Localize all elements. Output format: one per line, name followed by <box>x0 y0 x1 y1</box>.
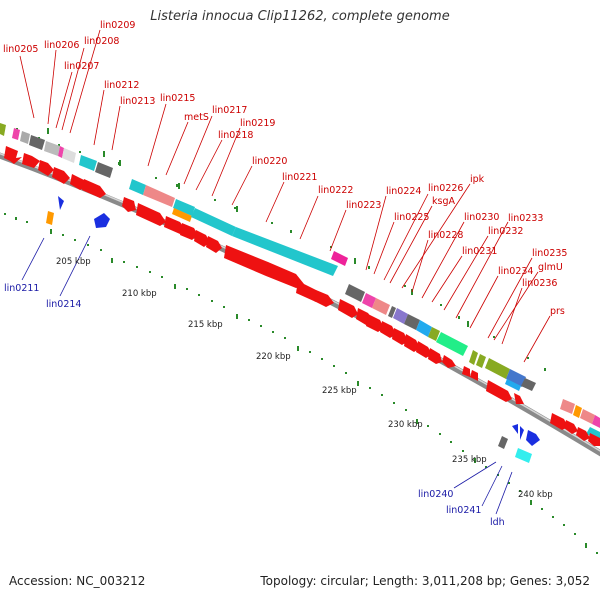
gene-label: lin0232 <box>488 226 523 237</box>
gene-label: lin0223 <box>346 200 381 211</box>
leader-lines-forward <box>19 29 551 363</box>
gene-label: lin0233 <box>508 213 543 224</box>
gene-label: lin0240 <box>418 489 453 500</box>
genome-stats-text: Topology: circular; Length: 3,011,208 bp… <box>260 574 590 588</box>
gene-label: metS <box>184 112 209 123</box>
gene-label: ipk <box>470 174 485 185</box>
gene-label: lin0211 <box>4 283 39 294</box>
labels-forward: lin0205 lin0206 lin0207 lin0208 lin0209 … <box>3 20 567 317</box>
gene-label: lin0241 <box>446 505 481 516</box>
gene-label: lin0221 <box>282 172 317 183</box>
reverse-genes <box>46 196 540 463</box>
forward-genes <box>4 146 600 446</box>
gene-label: prs <box>550 306 565 317</box>
gene-label: lin0214 <box>46 299 81 310</box>
scale-label: 235 kbp <box>452 455 487 465</box>
gene-label: lin0224 <box>386 186 421 197</box>
gene-label: lin0228 <box>428 230 463 241</box>
gene-label: lin0218 <box>218 130 253 141</box>
gene-label: lin0213 <box>120 96 155 107</box>
gene-label: lin0226 <box>428 183 463 194</box>
gene-label: lin0236 <box>522 278 557 289</box>
gene-label: lin0225 <box>394 212 429 223</box>
scale-label: 205 kbp <box>56 257 91 267</box>
cog-track <box>0 123 600 440</box>
gene-label: ldh <box>490 517 505 528</box>
gene-label: lin0235 <box>532 248 567 259</box>
gene-label: lin0207 <box>64 61 99 72</box>
genome-backbone <box>0 152 600 457</box>
labels-reverse: lin0211 lin0214 lin0240 lin0241 ldh <box>4 283 505 528</box>
scale-label: 210 kbp <box>122 289 157 299</box>
gene-label: lin0217 <box>212 105 247 116</box>
leader-lines-reverse <box>21 235 513 515</box>
scale-labels: 205 kbp 210 kbp 215 kbp 220 kbp 225 kbp … <box>56 257 553 500</box>
gene-label: lin0231 <box>462 246 497 257</box>
gene-label: ksgA <box>432 196 455 207</box>
gene-label: lin0219 <box>240 118 275 129</box>
map-title: Listeria innocua Clip11262, complete gen… <box>150 9 450 24</box>
gene-label: lin0230 <box>464 212 499 223</box>
scale-label: 230 kbp <box>388 420 423 430</box>
scale-label: 240 kbp <box>518 490 553 500</box>
gene-label: lin0209 <box>100 20 135 31</box>
gene-label: lin0212 <box>104 80 139 91</box>
gene-label: lin0234 <box>498 266 533 277</box>
scale-label: 220 kbp <box>256 352 291 362</box>
accession-text: Accession: NC_003212 <box>9 574 146 588</box>
gene-label: glmU <box>538 262 563 273</box>
gene-label: lin0208 <box>84 36 119 47</box>
scale-label: 215 kbp <box>188 320 223 330</box>
gene-label: lin0206 <box>44 40 79 51</box>
gene-label: lin0215 <box>160 93 195 104</box>
scale-label: 225 kbp <box>322 386 357 396</box>
tick-dots-inner <box>4 213 598 554</box>
gene-label: lin0222 <box>318 185 353 196</box>
gene-label: lin0220 <box>252 156 287 167</box>
gene-label: lin0205 <box>3 44 38 55</box>
